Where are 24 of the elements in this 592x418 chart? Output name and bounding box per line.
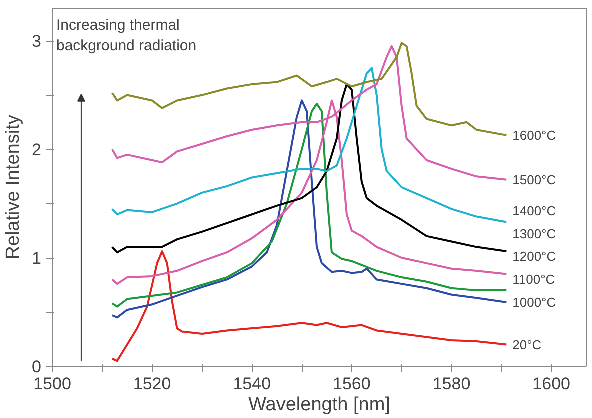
series-label: 1600°C xyxy=(512,128,556,143)
x-tick-label: 1580 xyxy=(432,374,471,394)
y-tick-label: 1 xyxy=(32,249,42,268)
y-tick-label: 3 xyxy=(32,32,42,52)
x-tick-label: 1540 xyxy=(233,374,272,394)
x-tick-label: 1520 xyxy=(133,374,172,394)
series-label: 1200°C xyxy=(512,249,556,264)
line-series xyxy=(111,83,508,254)
y-tick-label: 0 xyxy=(32,358,42,376)
x-axis-title: Wavelength [nm] xyxy=(248,394,390,416)
x-tick-label: 1560 xyxy=(333,374,371,394)
series-label: 1100°C xyxy=(512,272,556,288)
series-label: 1500°C xyxy=(512,172,556,188)
series-label: 1000°C xyxy=(512,294,556,310)
series-label: 20°C xyxy=(512,337,542,352)
series-label: 1300°C xyxy=(512,226,556,242)
y-tick-label: 2 xyxy=(32,140,42,160)
line-series xyxy=(111,67,508,224)
x-tick-label: 1500 xyxy=(34,374,72,394)
series-label: 1400°C xyxy=(512,203,556,218)
line-series xyxy=(111,250,508,362)
x-tick-label: 1600 xyxy=(532,374,570,394)
y-axis-title: Relative Intensity xyxy=(3,114,24,260)
annotation: Increasing thermal background radiation xyxy=(56,17,197,55)
